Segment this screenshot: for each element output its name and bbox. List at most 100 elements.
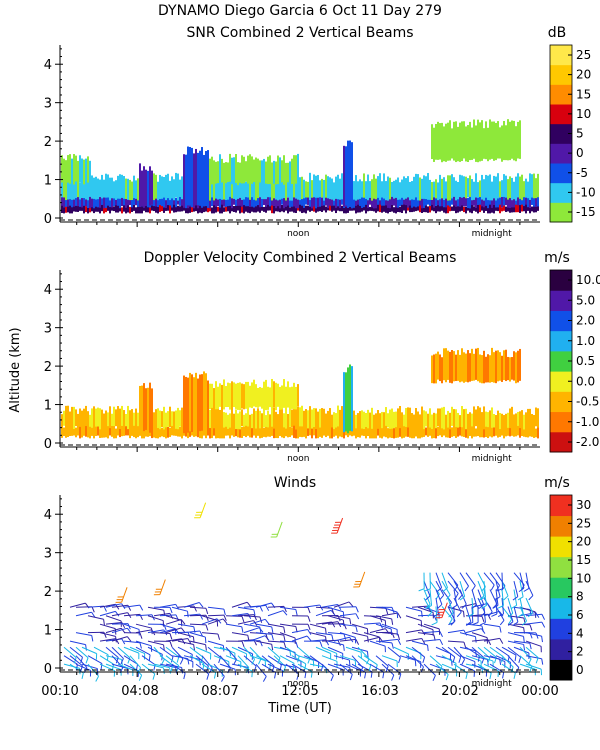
heat-cell [315, 191, 317, 209]
x-tick-label: 20:02 [441, 684, 478, 699]
heat-cell [373, 414, 375, 430]
heat-cell [167, 411, 169, 427]
heat-cell [131, 419, 133, 436]
wind-barb-flag [397, 612, 402, 619]
wind-barb-flag [307, 607, 311, 614]
heat-cell [389, 177, 391, 200]
heat-cell [433, 192, 435, 208]
wind-barb-flag [233, 659, 237, 665]
heat-cell [485, 411, 487, 427]
wind-barb-flag [259, 605, 263, 612]
heat-cell [81, 158, 83, 183]
wind-barb-flag [541, 658, 544, 665]
heat-cell [145, 169, 147, 207]
heat-cell [289, 426, 291, 437]
heat-cell [83, 200, 85, 214]
heat-cell [211, 175, 213, 198]
wind-barb [417, 632, 434, 636]
heat-cell [437, 182, 439, 201]
heat-cell [315, 175, 317, 198]
heat-cell [95, 194, 97, 207]
heat-cell [177, 205, 179, 212]
heat-cell [343, 145, 345, 207]
wind-barb-flag [139, 632, 143, 639]
heat-cell [229, 189, 231, 206]
wind-barb-flag [265, 633, 269, 640]
wind-barb [297, 655, 314, 661]
wind-barb [279, 640, 297, 643]
heat-cell [213, 200, 215, 214]
heat-cell [287, 381, 289, 408]
heat-cell [181, 200, 183, 212]
heat-cell [209, 181, 211, 201]
heat-cell [79, 423, 81, 439]
wind-barb-flag [433, 613, 439, 618]
wind-barb-flag [499, 638, 504, 644]
wind-barb [381, 655, 398, 662]
y-tick-label: 3 [44, 322, 52, 337]
heat-cell [137, 194, 139, 207]
wind-barb-flag [343, 644, 345, 651]
heat-cell [171, 411, 173, 426]
wind-barb [207, 614, 225, 617]
heat-cell [273, 420, 275, 439]
heat-cell [369, 412, 371, 428]
heat-cell [393, 193, 395, 206]
heat-cell [419, 414, 421, 428]
heat-cell [151, 423, 153, 439]
wind-barb-flag [492, 605, 499, 609]
heat-cell [91, 408, 93, 428]
heat-cell [237, 413, 239, 429]
colorbar-segment [550, 556, 572, 578]
wind-barb [441, 580, 451, 596]
wind-barb [375, 655, 389, 667]
wind-barb [123, 640, 140, 644]
wind-barb-flag [511, 604, 517, 609]
wind-barb [279, 623, 296, 627]
heat-cell [163, 406, 165, 430]
heat-cell [399, 427, 401, 437]
wind-barb [309, 663, 326, 668]
wind-barb-flag [282, 610, 288, 616]
heat-cell [307, 193, 309, 205]
wind-barb [309, 655, 324, 666]
heat-cell [117, 422, 119, 436]
heat-cell [179, 189, 181, 206]
heat-cell [291, 158, 293, 184]
heat-cell [159, 193, 161, 206]
wind-barb [327, 632, 344, 635]
wind-barb [525, 597, 534, 613]
heat-cell [245, 413, 247, 426]
heat-cell [211, 406, 213, 430]
wind-barb [327, 606, 344, 613]
heat-cell [159, 427, 161, 438]
wind-barb-flag [439, 594, 445, 601]
heat-cell [161, 176, 163, 199]
snr-colorbar-unit: dB [548, 25, 567, 41]
heat-cell [155, 203, 157, 213]
heat-cell [77, 421, 79, 436]
heat-cell [245, 192, 247, 207]
heat-cell [241, 409, 243, 427]
wind-barb [111, 627, 128, 634]
heat-cell [399, 405, 401, 429]
wind-barb-flag [348, 601, 354, 607]
heat-cell [437, 351, 439, 380]
wind-barb-flag [512, 596, 519, 601]
heat-cell [481, 174, 483, 200]
heat-cell [251, 177, 253, 198]
wind-barb [441, 606, 453, 620]
x-tick-label: 04:08 [121, 684, 158, 699]
wind-barb-flag [422, 656, 426, 663]
wind-barb [315, 646, 331, 654]
heat-cell [335, 427, 337, 436]
wind-barb [147, 646, 163, 655]
heat-cell [431, 422, 433, 439]
heat-cell [339, 178, 341, 200]
colorbar-tick-label: -15 [576, 205, 596, 219]
wind-barb-flag [304, 663, 307, 670]
heat-cell [129, 179, 131, 201]
heat-cell [453, 351, 455, 382]
wind-barb-flag [78, 668, 81, 675]
heat-cell [463, 121, 465, 159]
